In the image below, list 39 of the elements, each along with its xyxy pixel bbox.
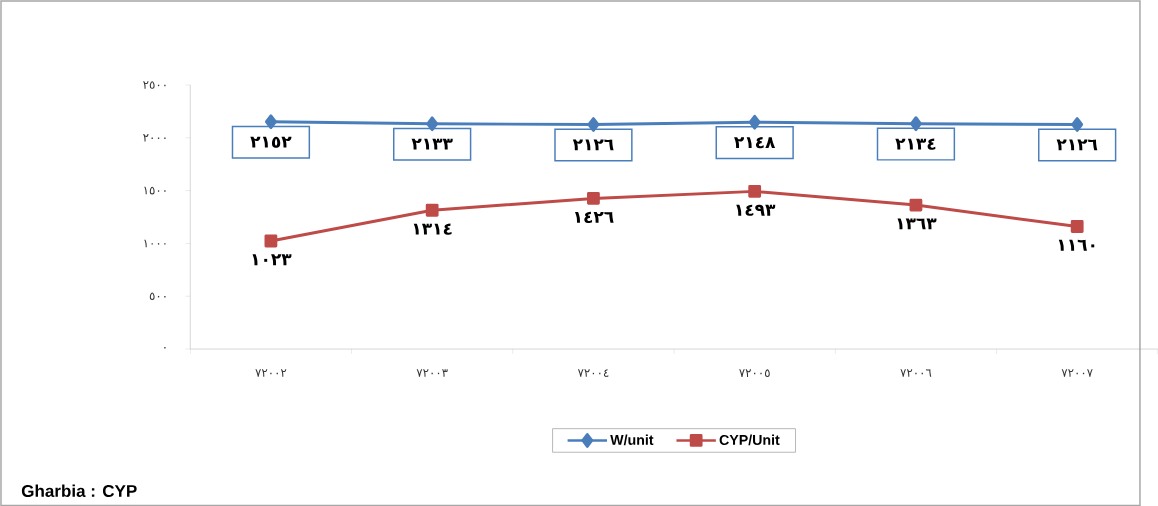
legend-label: CYP/Unit bbox=[719, 434, 780, 445]
point bbox=[1070, 219, 1084, 233]
data-label: ٢١٢٦ bbox=[572, 139, 614, 151]
y-tick-label: ٠ bbox=[164, 346, 166, 349]
y-tick-label: ١٠٠٠ bbox=[144, 239, 166, 247]
data-label: ١٤٢٦ bbox=[575, 211, 614, 223]
point bbox=[910, 116, 922, 131]
point bbox=[426, 116, 439, 131]
point bbox=[748, 184, 762, 198]
x-tick-label: ٧٢٠٠٥ bbox=[739, 369, 770, 377]
data-label: ٢١٤٨ bbox=[734, 136, 776, 148]
data-label: ١١٦٠ bbox=[1058, 239, 1095, 251]
point bbox=[1071, 116, 1084, 132]
point bbox=[425, 203, 439, 217]
x-tick-label: ٧٢٠٠٧ bbox=[1061, 369, 1093, 377]
data-label: ١٠٢٣ bbox=[252, 254, 292, 265]
y-tick-label: ٢٠٠٠ bbox=[143, 133, 166, 142]
point bbox=[587, 191, 600, 205]
y-tick-label: ٢٥٠٠ bbox=[143, 80, 166, 89]
y-tick-label: ١٥٠٠ bbox=[144, 186, 166, 195]
data-label: ٢١٣٣ bbox=[411, 138, 453, 150]
data-label: ٢١٢٦ bbox=[1056, 139, 1098, 151]
data-label: ١٣٦٣ bbox=[897, 218, 937, 230]
y-tick-label: ٥٠٠ bbox=[149, 292, 166, 300]
point bbox=[265, 114, 277, 129]
data-label: ١٣١٤ bbox=[413, 223, 452, 235]
text: Gharbia : CYP bbox=[21, 484, 137, 497]
x-tick-label: ٧٢٠٠٢ bbox=[255, 369, 287, 377]
point bbox=[264, 234, 278, 248]
point bbox=[587, 116, 600, 132]
x-tick-label: ٧٢٠٠٣ bbox=[416, 369, 448, 377]
x-tick-label: ٧٢٠٠٦ bbox=[900, 369, 932, 377]
data-label: ٢١٣٤ bbox=[895, 138, 936, 150]
point bbox=[909, 198, 923, 212]
x-tick-label: ٧٢٠٠٤ bbox=[577, 369, 609, 377]
data-label: ١٤٩٣ bbox=[736, 204, 776, 216]
data-label: ٢١٥٢ bbox=[250, 136, 292, 148]
legend-label: W/unit bbox=[610, 434, 654, 445]
point bbox=[748, 114, 761, 130]
